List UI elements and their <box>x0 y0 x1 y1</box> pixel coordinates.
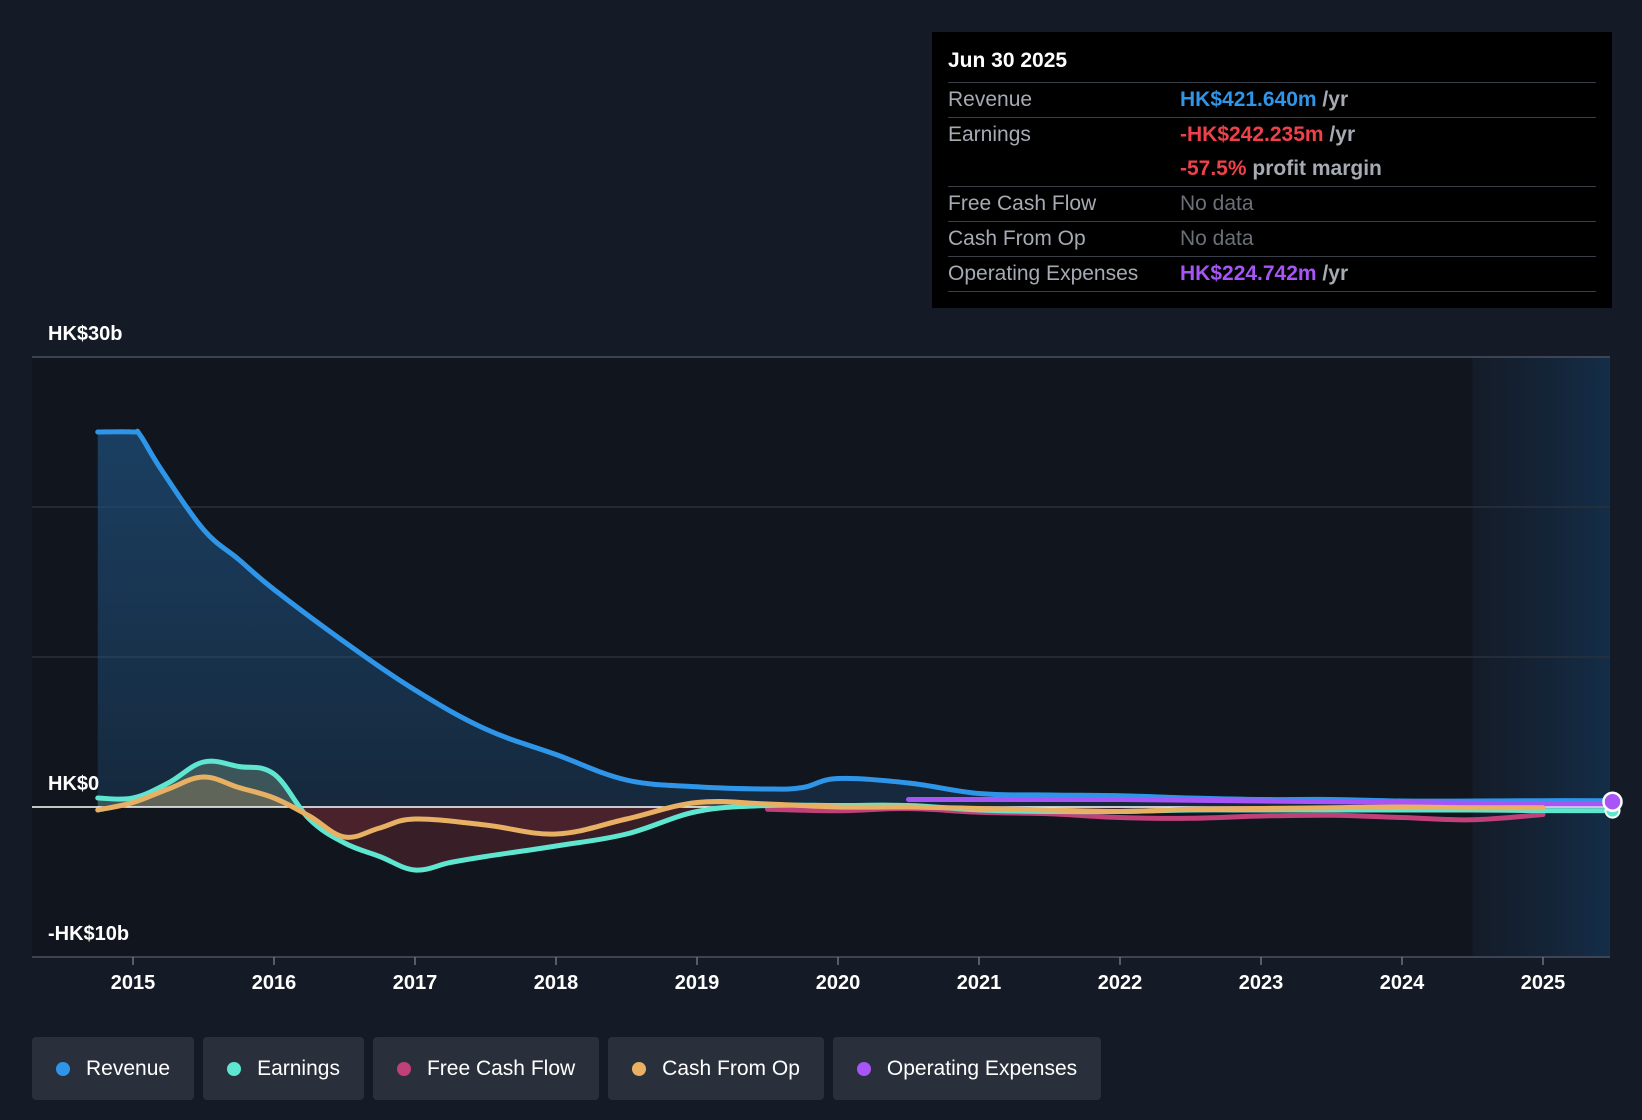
opex-dot-icon <box>856 1061 871 1076</box>
earnings-dot-icon <box>227 1061 242 1076</box>
cfo-positive-area <box>97 776 1543 807</box>
tooltip-label: Operating Expenses <box>948 262 1139 285</box>
cfo-line <box>95 774 1546 840</box>
fcf-dot-icon <box>396 1061 411 1076</box>
legend-label: Earnings <box>257 1056 340 1080</box>
x-tick-label: 2023 <box>1239 972 1284 994</box>
tooltip-margin-suffix: profit margin <box>1246 157 1382 180</box>
tooltip-row-opex: Operating Expenses HK$224.742m /yr <box>948 257 1596 292</box>
x-tick-label: 2021 <box>957 972 1002 994</box>
tooltip-value: No data <box>1180 227 1254 250</box>
x-tick-label: 2016 <box>252 972 297 994</box>
tooltip-label: Earnings <box>948 123 1031 146</box>
legend-item-opex[interactable]: Operating Expenses <box>832 1037 1102 1100</box>
y-axis-label: HK$30b <box>48 323 122 345</box>
tooltip-value: No data <box>1180 192 1254 215</box>
x-tick-label: 2022 <box>1098 972 1143 994</box>
x-tick-label: 2019 <box>675 972 720 994</box>
opex-end-marker <box>1602 791 1623 812</box>
x-tick-label: 2018 <box>534 972 579 994</box>
legend-label: Free Cash Flow <box>426 1056 576 1080</box>
tooltip-suffix: /yr <box>1323 123 1356 146</box>
legend-item-earnings[interactable]: Earnings <box>203 1037 364 1100</box>
tooltip-row-fcf: Free Cash Flow No data <box>948 187 1596 222</box>
tooltip-value: -HK$242.235m <box>1180 123 1324 146</box>
x-tick-label: 2020 <box>816 972 861 994</box>
y-axis-label: -HK$10b <box>48 923 129 945</box>
opex-line <box>906 796 1616 807</box>
legend-label: Cash From Op <box>662 1056 800 1080</box>
cfo-negative-area <box>97 807 1543 838</box>
x-tick-label: 2015 <box>111 972 156 994</box>
legend-item-cfo[interactable]: Cash From Op <box>608 1037 824 1100</box>
x-tick-label: 2025 <box>1521 972 1566 994</box>
tooltip-label: Revenue <box>948 88 1033 111</box>
legend: Revenue Earnings Free Cash Flow Cash Fro… <box>32 1037 1102 1100</box>
legend-label: Operating Expenses <box>886 1056 1078 1080</box>
tooltip-suffix: /yr <box>1316 88 1349 111</box>
x-tick-label: 2024 <box>1380 972 1425 994</box>
cfo-dot-icon <box>632 1061 647 1076</box>
revenue-dot-icon <box>56 1061 70 1076</box>
legend-item-fcf[interactable]: Free Cash Flow <box>372 1037 600 1100</box>
tooltip-suffix: /yr <box>1316 262 1349 285</box>
legend-item-revenue[interactable]: Revenue <box>32 1037 195 1100</box>
legend-label: Revenue <box>86 1056 171 1080</box>
tooltip-label: Free Cash Flow <box>948 192 1097 215</box>
tooltip-row-cfo: Cash From Op No data <box>948 222 1596 257</box>
tooltip-label: Cash From Op <box>948 227 1086 250</box>
tooltip-row-revenue: Revenue HK$421.640m /yr <box>948 83 1596 118</box>
tooltip-row-earnings: Earnings -HK$242.235m /yr -57.5% profit … <box>948 118 1596 187</box>
tooltip-value: HK$224.742m <box>1180 262 1317 285</box>
x-tick-label: 2017 <box>393 972 438 994</box>
y-axis-label: HK$0 <box>48 773 99 795</box>
earnings-positive-area <box>97 761 1614 807</box>
tooltip-value: HK$421.640m <box>1180 88 1317 111</box>
tooltip-date: Jun 30 2025 <box>948 46 1596 83</box>
tooltip-margin-value: -57.5% <box>1180 157 1247 180</box>
tooltip-panel: Jun 30 2025 Revenue HK$421.640m /yr Earn… <box>932 32 1612 308</box>
